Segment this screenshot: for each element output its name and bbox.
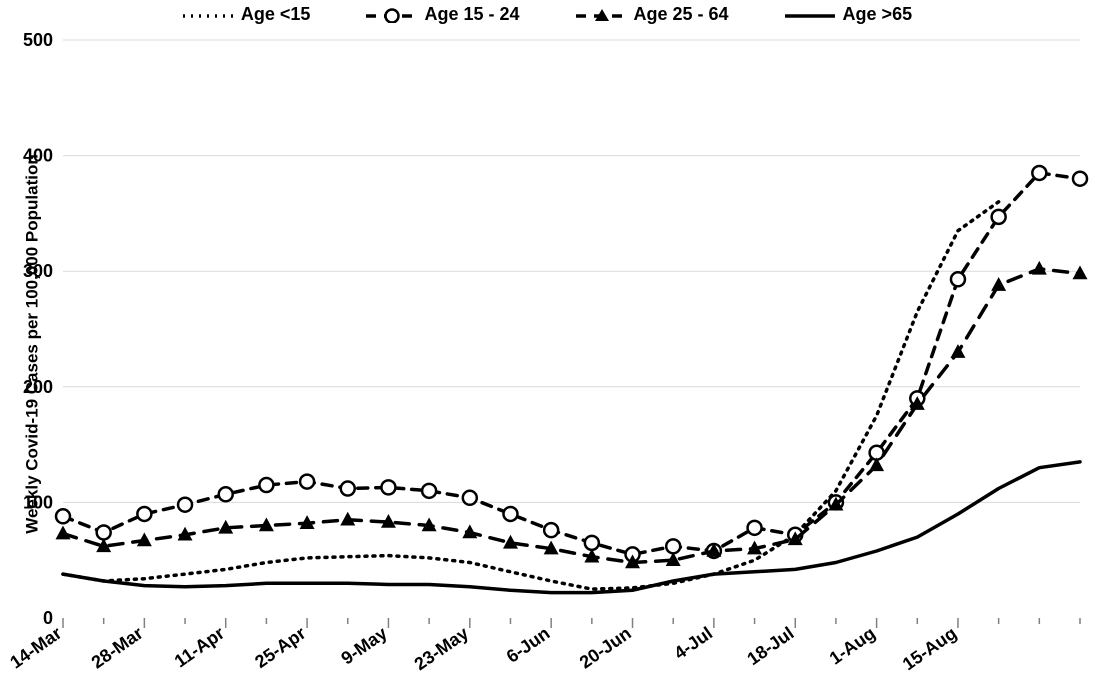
x-tick-label: 18-Jul [743, 623, 797, 669]
legend-label: Age 25 - 64 [634, 4, 729, 25]
legend-item: Age >65 [785, 4, 913, 25]
y-tick-label: 500 [23, 30, 53, 50]
series-marker [748, 521, 762, 535]
series-marker [992, 278, 1005, 290]
series-marker [992, 210, 1006, 224]
series-marker [259, 478, 273, 492]
legend-item: Age 15 - 24 [366, 4, 519, 25]
series-marker [422, 484, 436, 498]
chart-container: Age <15 Age 15 - 24 Age 25 - 64 Age >65 Wee… [0, 0, 1095, 688]
series-line [63, 462, 1080, 593]
x-tick-label: 4-Jul [670, 623, 716, 663]
series-marker [56, 509, 70, 523]
legend-swatch [183, 7, 233, 23]
series-marker [137, 507, 151, 521]
legend-label: Age >65 [843, 4, 913, 25]
series-marker [585, 536, 599, 550]
series-marker [544, 523, 558, 537]
series-line [63, 269, 1080, 563]
legend-label: Age 15 - 24 [424, 4, 519, 25]
x-tick-label: 9-May [337, 623, 390, 669]
legend-label: Age <15 [241, 4, 311, 25]
series-marker [381, 480, 395, 494]
legend-swatch [785, 7, 835, 23]
legend-item: Age <15 [183, 4, 311, 25]
series-marker [178, 498, 192, 512]
series-marker [97, 525, 111, 539]
x-tick-label: 28-Mar [88, 623, 147, 673]
series-marker [56, 527, 69, 539]
x-tick-label: 20-Jun [576, 623, 635, 673]
x-tick-label: 25-Apr [251, 623, 309, 672]
legend: Age <15 Age 15 - 24 Age 25 - 64 Age >65 [0, 4, 1095, 28]
series-marker [300, 475, 314, 489]
x-tick-label: 14-Mar [6, 623, 65, 673]
chart-svg: 010020030040050014-Mar28-Mar11-Apr25-Apr… [0, 0, 1095, 688]
series-line [63, 173, 1080, 555]
x-tick-label: 6-Jun [503, 623, 554, 667]
legend-swatch [366, 7, 416, 23]
x-tick-label: 1-Aug [826, 623, 879, 669]
series-marker [1073, 172, 1087, 186]
x-tick-label: 23-May [411, 623, 472, 674]
series-marker [463, 491, 477, 505]
series-marker [1073, 267, 1086, 279]
x-tick-label: 11-Apr [171, 623, 228, 672]
series-marker [1032, 166, 1046, 180]
series-marker [219, 487, 233, 501]
series-marker [341, 482, 355, 496]
series-marker [503, 507, 517, 521]
legend-swatch [576, 7, 626, 23]
series-marker [951, 272, 965, 286]
y-axis-label: Weekly Covid-19 Cases per 100,000 Popula… [22, 154, 42, 534]
legend-item: Age 25 - 64 [576, 4, 729, 25]
x-tick-label: 15-Aug [899, 623, 960, 674]
series-marker [666, 539, 680, 553]
